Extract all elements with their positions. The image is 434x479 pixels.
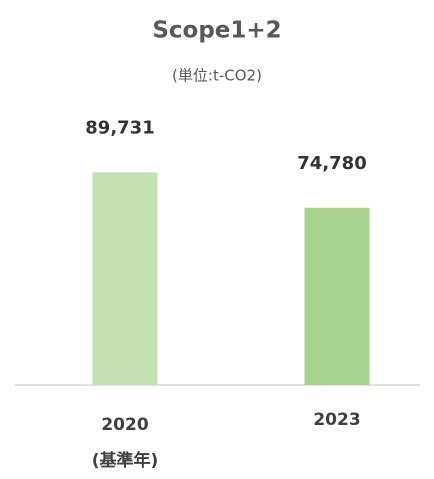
x-tick-label: 2020 (基準年) xyxy=(91,415,159,471)
x-tick-label: 2023 xyxy=(313,410,361,430)
bar xyxy=(92,172,158,385)
chart-subtitle: (単位:t-CO2) xyxy=(172,67,262,85)
bar xyxy=(304,207,370,385)
value-label: 89,731 xyxy=(85,117,154,138)
value-label: 74,780 xyxy=(297,153,366,174)
chart-title: Scope1+2 xyxy=(152,18,281,44)
